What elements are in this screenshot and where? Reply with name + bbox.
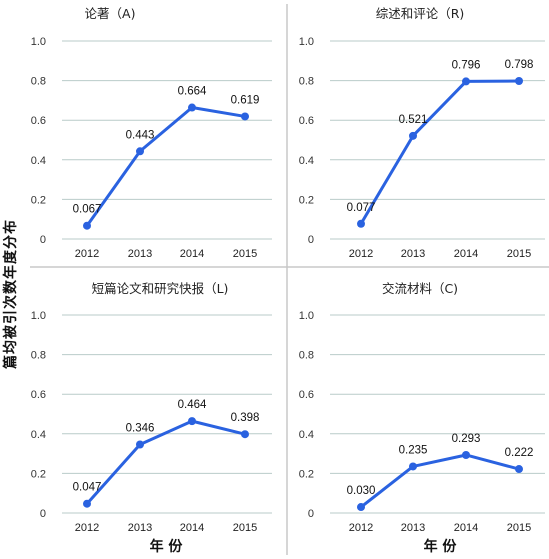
x-tick-label: 2014 bbox=[454, 522, 478, 534]
data-label: 0.030 bbox=[347, 485, 376, 497]
data-label: 0.235 bbox=[399, 444, 428, 456]
x-tick-label: 2015 bbox=[507, 522, 531, 534]
y-tick-label: 0.8 bbox=[299, 350, 314, 362]
data-label: 0.521 bbox=[399, 114, 428, 126]
data-label: 0.067 bbox=[73, 204, 102, 216]
data-point bbox=[357, 219, 365, 228]
y-tick-label: 0.8 bbox=[299, 76, 314, 88]
y-tick-label: 0.4 bbox=[299, 155, 314, 167]
x-tick-label: 2014 bbox=[180, 522, 204, 534]
data-point bbox=[409, 462, 417, 471]
x-tick-label: 2012 bbox=[75, 248, 99, 260]
y-tick-label: 1.0 bbox=[299, 36, 314, 48]
series-line bbox=[85, 106, 247, 228]
y-tick-label: 1.0 bbox=[299, 310, 314, 322]
panel-title: 综述和评论（R) bbox=[376, 6, 465, 21]
data-label: 0.398 bbox=[231, 412, 260, 424]
data-label: 0.464 bbox=[178, 399, 207, 411]
y-tick-label: 0.2 bbox=[31, 194, 46, 206]
y-tick-label: 0.6 bbox=[299, 115, 314, 127]
chart-panel: 论著（A) 0 0.2 0.4 0.6 0.8 1.0 2012 2013 2014 2015 0.0… bbox=[31, 6, 272, 260]
x-tick-label: 2014 bbox=[180, 248, 204, 260]
data-point bbox=[188, 417, 196, 426]
data-point bbox=[462, 450, 470, 459]
data-point bbox=[83, 221, 91, 230]
data-label: 0.293 bbox=[452, 433, 481, 445]
y-tick-label: 0.6 bbox=[31, 115, 46, 127]
y-tick-label: 0 bbox=[40, 234, 46, 246]
left-x-axis-title: 年 份 bbox=[150, 538, 184, 555]
chart-panel: 短篇论文和研究快报（L) 0 0.2 0.4 0.6 0.8 1.0 2012 2013 2014… bbox=[31, 281, 272, 534]
y-tick-label: 1.0 bbox=[31, 310, 46, 322]
data-label: 0.796 bbox=[452, 59, 481, 71]
y-tick-label: 1.0 bbox=[31, 36, 46, 48]
data-label: 0.664 bbox=[178, 86, 207, 98]
data-label: 0.077 bbox=[347, 202, 376, 214]
y-tick-label: 0.8 bbox=[31, 76, 46, 88]
panel-title: 论著（A) bbox=[85, 6, 136, 21]
panel-title: 短篇论文和研究快报（L) bbox=[92, 281, 229, 296]
series-line bbox=[85, 419, 247, 506]
x-tick-label: 2014 bbox=[454, 248, 478, 260]
y-tick-label: 0.6 bbox=[31, 389, 46, 401]
x-tick-label: 2013 bbox=[128, 248, 152, 260]
figure-y-axis-title: 篇均被引次数年度分布 bbox=[2, 219, 19, 370]
panel-title: 交流材料（C) bbox=[382, 281, 458, 296]
x-tick-label: 2012 bbox=[349, 248, 373, 260]
y-tick-label: 0.4 bbox=[299, 429, 314, 441]
x-tick-label: 2015 bbox=[233, 522, 257, 534]
y-tick-label: 0.2 bbox=[299, 468, 314, 480]
data-point bbox=[241, 430, 249, 439]
x-tick-label: 2015 bbox=[507, 248, 531, 260]
y-tick-label: 0 bbox=[40, 508, 46, 520]
chart-panel: 交流材料（C) 0 0.2 0.4 0.6 0.8 1.0 2012 2013 2014 2015 0… bbox=[299, 281, 545, 534]
data-label: 0.619 bbox=[231, 94, 260, 106]
x-tick-label: 2015 bbox=[233, 248, 257, 260]
y-tick-label: 0.2 bbox=[299, 194, 314, 206]
data-point bbox=[188, 103, 196, 112]
right-x-axis-title: 年 份 bbox=[424, 538, 458, 555]
data-label: 0.047 bbox=[73, 482, 102, 494]
data-label: 0.222 bbox=[505, 447, 534, 459]
data-point bbox=[83, 499, 91, 508]
y-tick-label: 0 bbox=[308, 234, 314, 246]
data-point bbox=[241, 112, 249, 121]
x-tick-label: 2012 bbox=[349, 522, 373, 534]
data-label: 0.346 bbox=[126, 422, 155, 434]
x-tick-label: 2012 bbox=[75, 522, 99, 534]
data-label: 0.798 bbox=[505, 59, 534, 71]
y-tick-label: 0.8 bbox=[31, 350, 46, 362]
data-point bbox=[409, 131, 417, 140]
data-point bbox=[462, 77, 470, 86]
y-tick-label: 0.4 bbox=[31, 155, 46, 167]
x-tick-label: 2013 bbox=[128, 522, 152, 534]
data-point bbox=[515, 76, 523, 85]
x-tick-label: 2013 bbox=[401, 522, 425, 534]
series-line bbox=[359, 79, 521, 226]
y-tick-label: 0.6 bbox=[299, 389, 314, 401]
series-line bbox=[359, 453, 521, 509]
data-point bbox=[136, 440, 144, 449]
y-tick-label: 0.4 bbox=[31, 429, 46, 441]
data-point bbox=[136, 147, 144, 156]
x-tick-label: 2013 bbox=[401, 248, 425, 260]
y-tick-label: 0 bbox=[308, 508, 314, 520]
chart-panels: 论著（A) 0 0.2 0.4 0.6 0.8 1.0 2012 2013 2014 2015 0.0… bbox=[31, 6, 545, 534]
data-point bbox=[357, 503, 365, 512]
data-point bbox=[515, 465, 523, 474]
data-label: 0.443 bbox=[126, 129, 155, 141]
chart-panel: 综述和评论（R) 0 0.2 0.4 0.6 0.8 1.0 2012 2013 2014 2015… bbox=[299, 6, 545, 260]
y-tick-label: 0.2 bbox=[31, 468, 46, 480]
